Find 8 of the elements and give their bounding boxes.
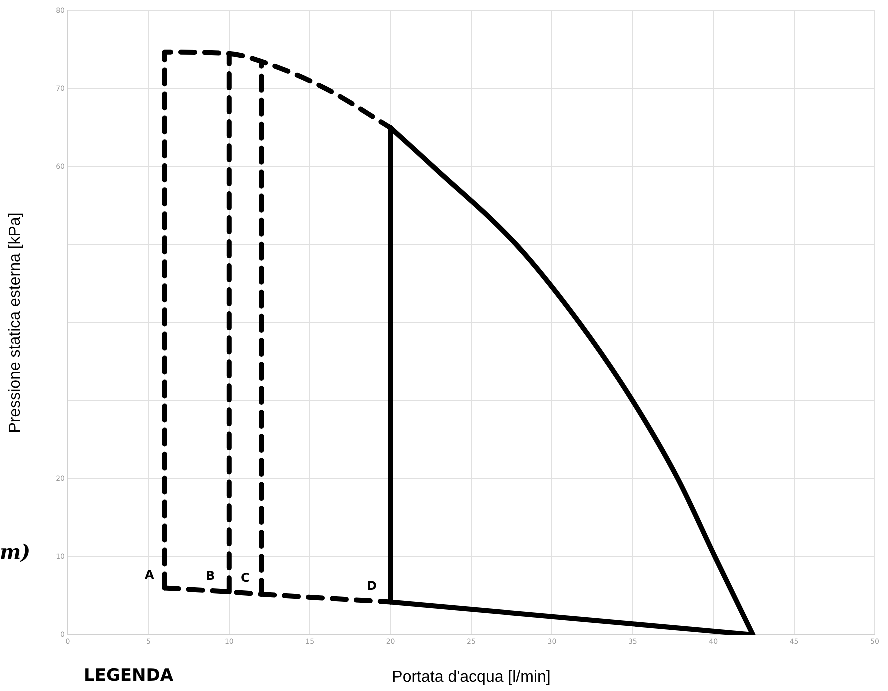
x-axis-title: Portata d'acqua [l/min]: [392, 668, 551, 686]
annotation: C: [241, 571, 250, 585]
text: m): [0, 540, 31, 564]
annotation: A: [145, 568, 154, 582]
annotation: B: [206, 569, 216, 583]
y-axis-title: Pressione statica esterna [kPa]: [7, 212, 24, 434]
annotation: D: [367, 579, 377, 593]
text: LEGENDA: [84, 666, 174, 686]
